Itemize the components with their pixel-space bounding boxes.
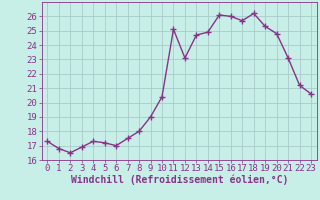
X-axis label: Windchill (Refroidissement éolien,°C): Windchill (Refroidissement éolien,°C) <box>70 175 288 185</box>
